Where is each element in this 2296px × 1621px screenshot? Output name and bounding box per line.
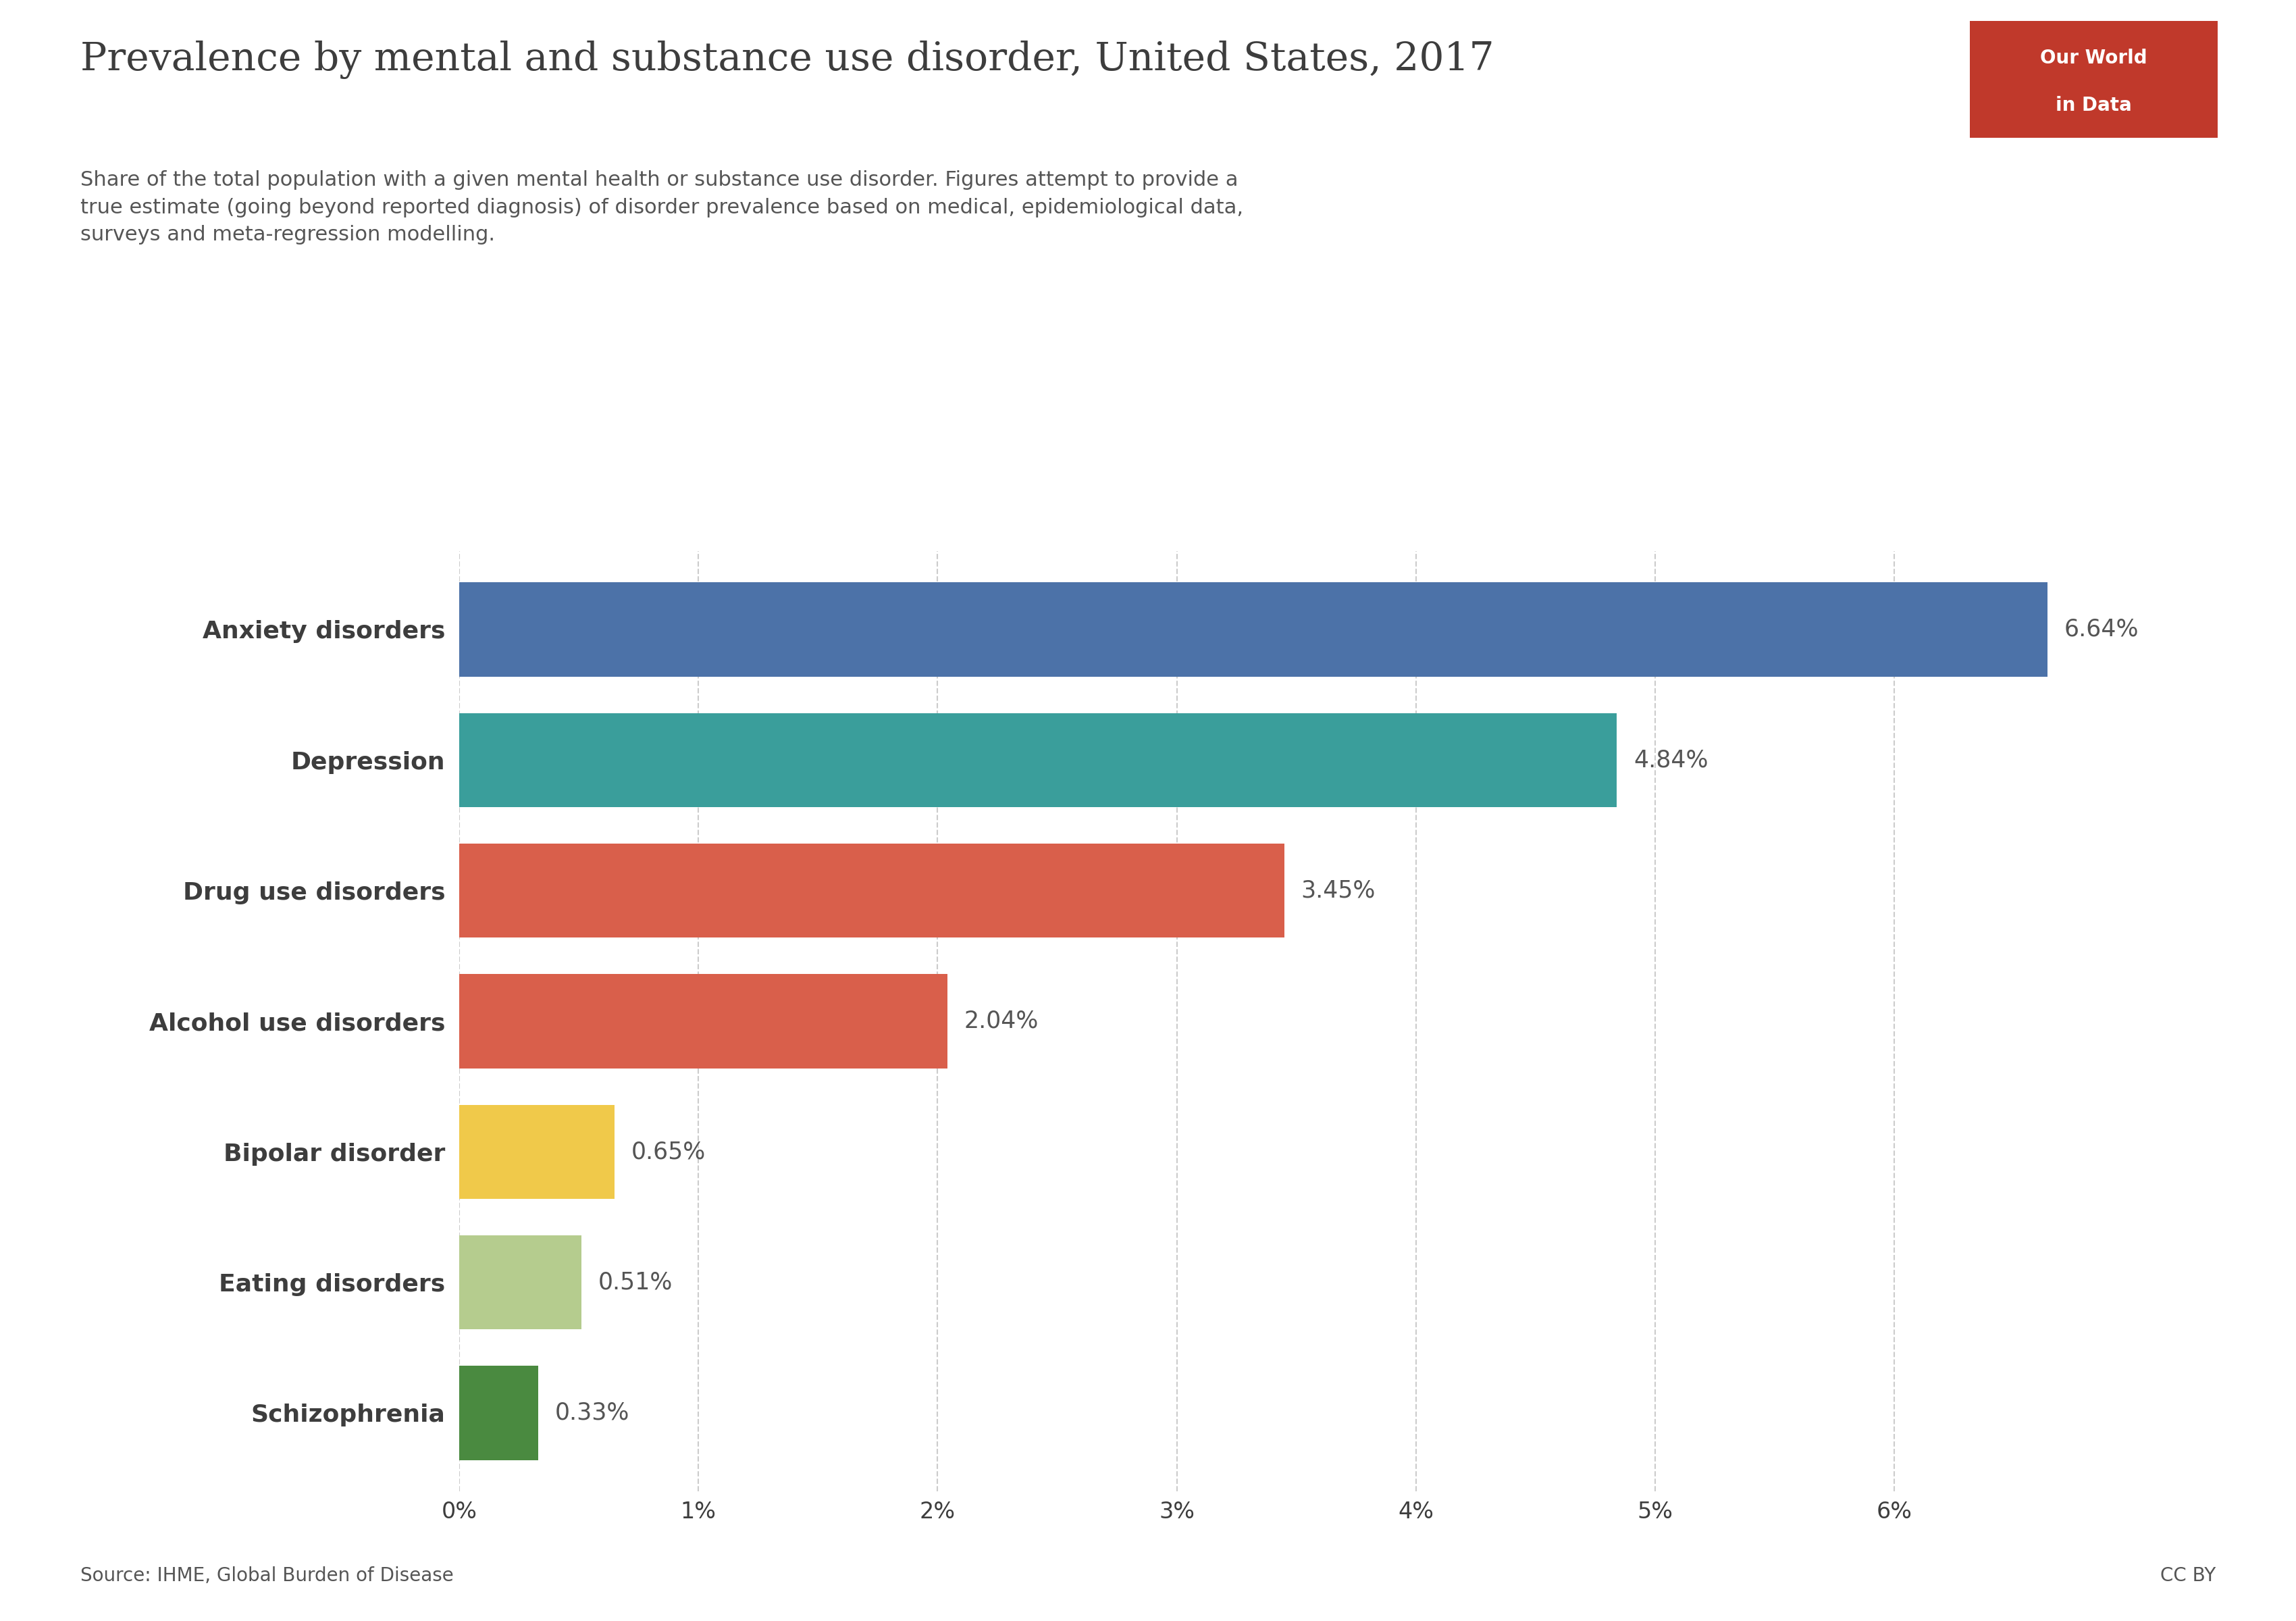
Bar [459,1367,537,1461]
Bar [459,843,1283,937]
Bar [459,1106,615,1200]
Text: 0.33%: 0.33% [556,1402,629,1425]
Bar [459,713,1616,807]
Text: Share of the total population with a given mental health or substance use disord: Share of the total population with a giv… [80,170,1244,245]
Bar [459,582,2048,676]
Text: Source: IHME, Global Burden of Disease: Source: IHME, Global Burden of Disease [80,1566,455,1585]
Text: 3.45%: 3.45% [1302,879,1375,903]
Text: 0.65%: 0.65% [631,1140,705,1164]
Text: Our World: Our World [2041,49,2147,68]
Text: 2.04%: 2.04% [964,1010,1038,1033]
Text: 0.51%: 0.51% [597,1271,673,1294]
Bar [459,1235,581,1329]
Bar [459,974,946,1068]
Text: Prevalence by mental and substance use disorder, United States, 2017: Prevalence by mental and substance use d… [80,41,1495,79]
Text: in Data: in Data [2055,96,2133,115]
Text: CC BY: CC BY [2161,1566,2216,1585]
Text: 6.64%: 6.64% [2064,618,2138,640]
Text: 4.84%: 4.84% [1632,749,1708,772]
